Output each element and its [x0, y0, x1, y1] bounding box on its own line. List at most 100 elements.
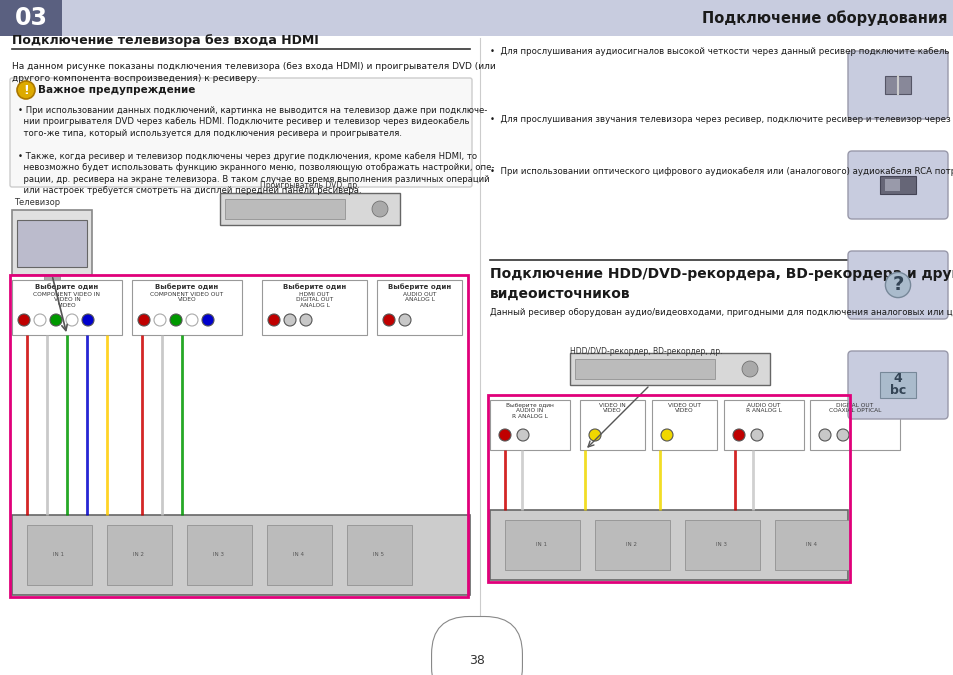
Bar [569, 353, 769, 385]
Bar [17, 220, 87, 267]
Bar [12, 280, 122, 335]
Text: • При использовании данных подключений, картинка не выводится на телевизор даже : • При использовании данных подключений, … [18, 106, 487, 138]
Bar [809, 400, 899, 450]
FancyBboxPatch shape [847, 251, 947, 319]
Text: COMPONENT VIDEO OUT
VIDEO: COMPONENT VIDEO OUT VIDEO [151, 292, 223, 302]
Text: 4
bc: 4 bc [889, 373, 905, 398]
FancyBboxPatch shape [847, 51, 947, 119]
Bar [225, 199, 345, 219]
Bar [575, 359, 714, 379]
Circle shape [50, 314, 62, 326]
Circle shape [818, 429, 830, 441]
Text: видеоисточников: видеоисточников [490, 287, 630, 301]
Text: IN 1: IN 1 [536, 543, 547, 547]
Circle shape [17, 81, 35, 99]
Circle shape [498, 429, 511, 441]
Text: IN 2: IN 2 [133, 553, 144, 558]
Text: Подключение оборудования: Подключение оборудования [701, 10, 947, 26]
Text: Выберите один: Выберите один [155, 283, 218, 290]
Text: 03: 03 [14, 6, 48, 30]
Circle shape [382, 314, 395, 326]
Circle shape [82, 314, 94, 326]
Bar [490, 400, 569, 450]
FancyBboxPatch shape [10, 78, 472, 187]
Bar [267, 525, 332, 585]
Circle shape [732, 429, 744, 441]
Circle shape [299, 314, 312, 326]
Text: Данный ресивер оборудован аудио/видеовходами, пригодными для подключения аналого: Данный ресивер оборудован аудио/видеовхо… [490, 308, 953, 317]
Bar [595, 520, 669, 570]
Text: IN 5: IN 5 [374, 553, 384, 558]
Text: IN 2: IN 2 [626, 543, 637, 547]
Circle shape [66, 314, 78, 326]
Bar [347, 525, 412, 585]
Circle shape [18, 314, 30, 326]
Bar [488, 395, 849, 582]
Circle shape [398, 314, 411, 326]
Text: VIDEO IN
VIDEO: VIDEO IN VIDEO [598, 403, 625, 413]
Bar [62, 0, 953, 36]
Circle shape [153, 314, 166, 326]
Bar [884, 76, 910, 94]
Text: IN 3: IN 3 [716, 543, 727, 547]
Bar [490, 510, 847, 580]
Bar [879, 373, 915, 398]
Text: Подключение HDD/DVD-рекордера, BD-рекордера и других: Подключение HDD/DVD-рекордера, BD-рекорд… [490, 267, 953, 281]
Bar [376, 280, 461, 335]
Text: IN 3: IN 3 [213, 553, 224, 558]
Bar [37, 282, 67, 287]
Bar [504, 520, 579, 570]
Bar [879, 176, 915, 194]
Circle shape [170, 314, 182, 326]
Bar [884, 179, 899, 191]
Text: Телевизор: Телевизор [14, 198, 60, 207]
Bar [44, 275, 60, 283]
Circle shape [588, 429, 600, 441]
Text: Выберите один: Выберите один [35, 283, 98, 290]
Bar [651, 400, 717, 450]
FancyBboxPatch shape [847, 351, 947, 419]
Text: COMPONENT VIDEO IN
VIDEO IN
VIDEO: COMPONENT VIDEO IN VIDEO IN VIDEO [33, 292, 100, 308]
Bar [187, 525, 252, 585]
Bar [132, 280, 242, 335]
Bar [220, 193, 399, 225]
Text: Выберите один: Выберите один [283, 283, 346, 290]
Circle shape [284, 314, 295, 326]
Text: IN 1: IN 1 [53, 553, 65, 558]
Bar [774, 520, 849, 570]
Text: •  При использовании оптического цифрового аудиокабеля или (аналогового) аудиока: • При использовании оптического цифровог… [490, 167, 953, 176]
Circle shape [836, 429, 848, 441]
Text: HDMI OUT
DIGITAL OUT
ANALOG L: HDMI OUT DIGITAL OUT ANALOG L [295, 292, 333, 308]
Text: Подключение телевизора без входа HDMI: Подключение телевизора без входа HDMI [12, 34, 318, 47]
Text: HDD/DVD-рекордер, BD-рекордер, др.: HDD/DVD-рекордер, BD-рекордер, др. [569, 347, 721, 356]
Circle shape [741, 361, 758, 377]
Text: 38: 38 [469, 654, 484, 667]
Circle shape [186, 314, 198, 326]
Circle shape [660, 429, 672, 441]
FancyBboxPatch shape [847, 151, 947, 219]
Text: IN 4: IN 4 [294, 553, 304, 558]
Text: ?: ? [891, 275, 902, 294]
Text: Выберите один: Выберите один [388, 283, 451, 290]
Bar [579, 400, 644, 450]
Text: AUDIO OUT
R ANALOG L: AUDIO OUT R ANALOG L [745, 403, 781, 413]
Text: Выберите один
AUDIO IN
R ANALOG L: Выберите один AUDIO IN R ANALOG L [505, 403, 554, 418]
Bar [684, 520, 760, 570]
Circle shape [138, 314, 150, 326]
Bar [27, 525, 91, 585]
Text: На данном рисунке показаны подключения телевизора (без входа HDMI) и проигрывате: На данном рисунке показаны подключения т… [12, 62, 496, 83]
Bar [0, 0, 62, 36]
Bar [10, 275, 468, 597]
Text: Важное предупреждение: Важное предупреждение [38, 85, 195, 95]
Text: IN 4: IN 4 [805, 543, 817, 547]
Text: •  Для прослушивания аудиосигналов высокой четкости через данный ресивер подключ: • Для прослушивания аудиосигналов высоко… [490, 47, 953, 56]
Circle shape [750, 429, 762, 441]
Bar [12, 210, 91, 275]
Text: •  Для прослушивания звучания телевизора через ресивер, подключите ресивер и тел: • Для прослушивания звучания телевизора … [490, 115, 953, 124]
Circle shape [372, 201, 388, 217]
Text: !: ! [23, 84, 29, 97]
Bar [107, 525, 172, 585]
Text: VIDEO OUT
VIDEO: VIDEO OUT VIDEO [667, 403, 700, 413]
Circle shape [268, 314, 280, 326]
Bar [723, 400, 803, 450]
